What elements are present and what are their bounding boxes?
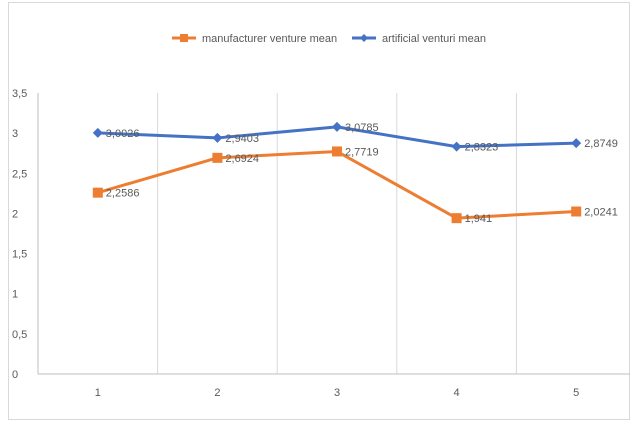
y-tick-label: 0,5	[12, 329, 27, 341]
x-tick-label: 5	[573, 387, 579, 399]
legend-marker	[180, 34, 188, 42]
y-tick-label: 2,5	[12, 168, 27, 180]
y-tick-label: 1,5	[12, 249, 27, 261]
y-tick-label: 2	[12, 208, 18, 220]
data-label: 1,941	[465, 213, 493, 225]
data-point	[212, 152, 223, 163]
data-point	[332, 121, 342, 132]
legend-label: manufacturer venture mean	[202, 33, 337, 45]
data-label: 2,0241	[584, 206, 618, 218]
data-point	[571, 206, 582, 217]
x-tick-label: 1	[95, 387, 101, 399]
data-point	[451, 213, 462, 224]
data-point	[212, 132, 223, 143]
y-tick-label: 3,5	[12, 88, 27, 100]
data-label: 2,9403	[225, 133, 259, 145]
data-label: 2,8323	[465, 142, 499, 154]
data-point	[92, 127, 103, 138]
data-point	[332, 146, 342, 157]
data-point	[92, 187, 103, 198]
y-tick-label: 0	[12, 369, 18, 381]
x-tick-label: 3	[334, 387, 340, 399]
chart-area	[8, 2, 630, 420]
data-point	[451, 141, 462, 152]
data-label: 2,7719	[345, 146, 379, 158]
x-tick-label: 2	[214, 387, 220, 399]
y-tick-label: 1	[12, 289, 18, 301]
data-label: 2,6924	[225, 153, 259, 165]
data-point	[571, 138, 582, 149]
y-tick-label: 3	[12, 128, 18, 140]
data-label: 2,8749	[584, 138, 618, 150]
legend-label: artificial venturi mean	[382, 33, 486, 45]
data-label: 3,0785	[345, 122, 379, 134]
data-label: 2,2586	[106, 188, 140, 200]
x-tick-label: 4	[454, 387, 460, 399]
legend-marker	[360, 34, 368, 42]
data-label: 3,0026	[106, 128, 140, 140]
series-line	[97, 149, 577, 220]
